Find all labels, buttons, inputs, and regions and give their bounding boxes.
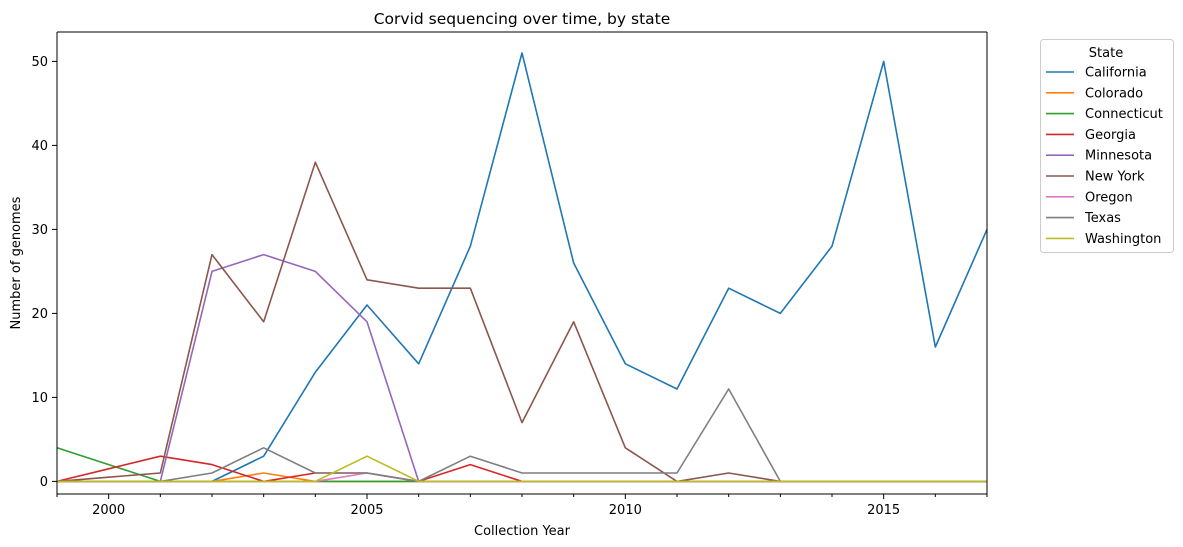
series-lines xyxy=(56,52,988,483)
plot-area: 2000 2005 2010 2015 0 10 20 30 40 50 xyxy=(31,31,988,518)
y-axis-ticks: 0 10 20 30 40 50 xyxy=(31,55,57,490)
plot-frame xyxy=(57,32,987,494)
y-axis-label: Number of genomes xyxy=(9,196,24,329)
y-tick-label: 20 xyxy=(31,307,48,322)
legend-title: State xyxy=(1089,46,1123,61)
y-tick-label: 0 xyxy=(40,475,48,490)
y-tick-label: 40 xyxy=(31,139,48,154)
y-tick-label: 50 xyxy=(31,55,48,70)
legend-label-minnesota: Minnesota xyxy=(1085,149,1152,164)
x-axis-label: Collection Year xyxy=(474,524,571,539)
legend-label-washington: Washington xyxy=(1085,232,1161,247)
y-tick-label: 10 xyxy=(31,391,48,406)
legend-label-connecticut: Connecticut xyxy=(1085,107,1163,122)
legend-label-oregon: Oregon xyxy=(1085,190,1133,205)
legend-label-texas: Texas xyxy=(1084,211,1121,226)
x-axis-ticks: 2000 2005 2010 2015 xyxy=(56,494,988,518)
legend-label-colorado: Colorado xyxy=(1085,86,1143,101)
x-tick-label: 2005 xyxy=(350,503,383,518)
x-tick-label: 2015 xyxy=(867,503,900,518)
legend-label-california: California xyxy=(1085,66,1147,81)
series-line-washington xyxy=(57,455,987,483)
legend-label-georgia: Georgia xyxy=(1085,128,1136,143)
x-tick-label: 2000 xyxy=(92,503,125,518)
legend-label-new-york: New York xyxy=(1085,170,1145,185)
chart-title: Corvid sequencing over time, by state xyxy=(374,10,671,28)
x-tick-label: 2010 xyxy=(609,503,642,518)
y-tick-label: 30 xyxy=(31,223,48,238)
legend: State California Colorado Connecticut Georg… xyxy=(1040,39,1174,253)
legend-items: California Colorado Connecticut Georgia Minn… xyxy=(1046,66,1163,247)
